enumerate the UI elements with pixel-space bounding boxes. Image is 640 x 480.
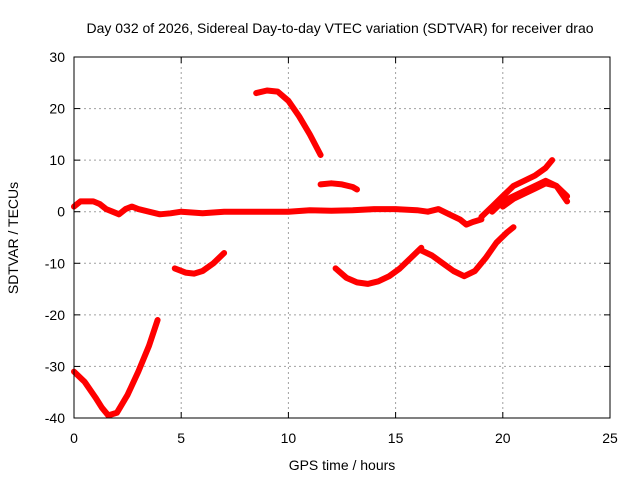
chart-title: Day 032 of 2026, Sidereal Day-to-day VTE…: [86, 20, 593, 36]
series-early-drop: [71, 317, 161, 419]
series-main-trace: [71, 198, 485, 228]
x-tick-label: 15: [388, 430, 404, 446]
x-tick-label: 25: [602, 430, 618, 446]
x-axis-tick-labels: 0 5 10 15 20 25: [70, 430, 618, 446]
series-group: [71, 87, 571, 419]
grid: [74, 57, 610, 418]
y-tick-label: -20: [45, 307, 65, 323]
y-tick-label: -40: [45, 410, 65, 426]
x-axis-label: GPS time / hours: [289, 457, 396, 473]
y-tick-label: -10: [45, 255, 65, 271]
y-tick-label: 20: [49, 101, 65, 117]
x-tick-label: 10: [281, 430, 297, 446]
x-tick-label: 20: [495, 430, 511, 446]
series-segment-12h: [317, 180, 360, 193]
x-tick-label: 5: [177, 430, 185, 446]
series-trough-14h: [332, 244, 425, 287]
series-late-band-2: [499, 180, 571, 210]
y-axis-label: SDTVAR / TECUs: [5, 182, 21, 294]
y-tick-label: 30: [49, 49, 65, 65]
y-axis-tick-labels: -40 -30 -20 -10 0 10 20 30: [45, 49, 65, 426]
y-tick-label: 10: [49, 152, 65, 168]
plot-frame: [73, 56, 611, 419]
series-arc-6h: [171, 250, 228, 277]
series-peak-9h: [253, 87, 324, 158]
series-wave-17h: [418, 224, 517, 280]
y-tick-label: -30: [45, 358, 65, 374]
series-late-rise: [478, 157, 556, 220]
x-tick-label: 0: [70, 430, 78, 446]
y-tick-label: 0: [57, 204, 65, 220]
